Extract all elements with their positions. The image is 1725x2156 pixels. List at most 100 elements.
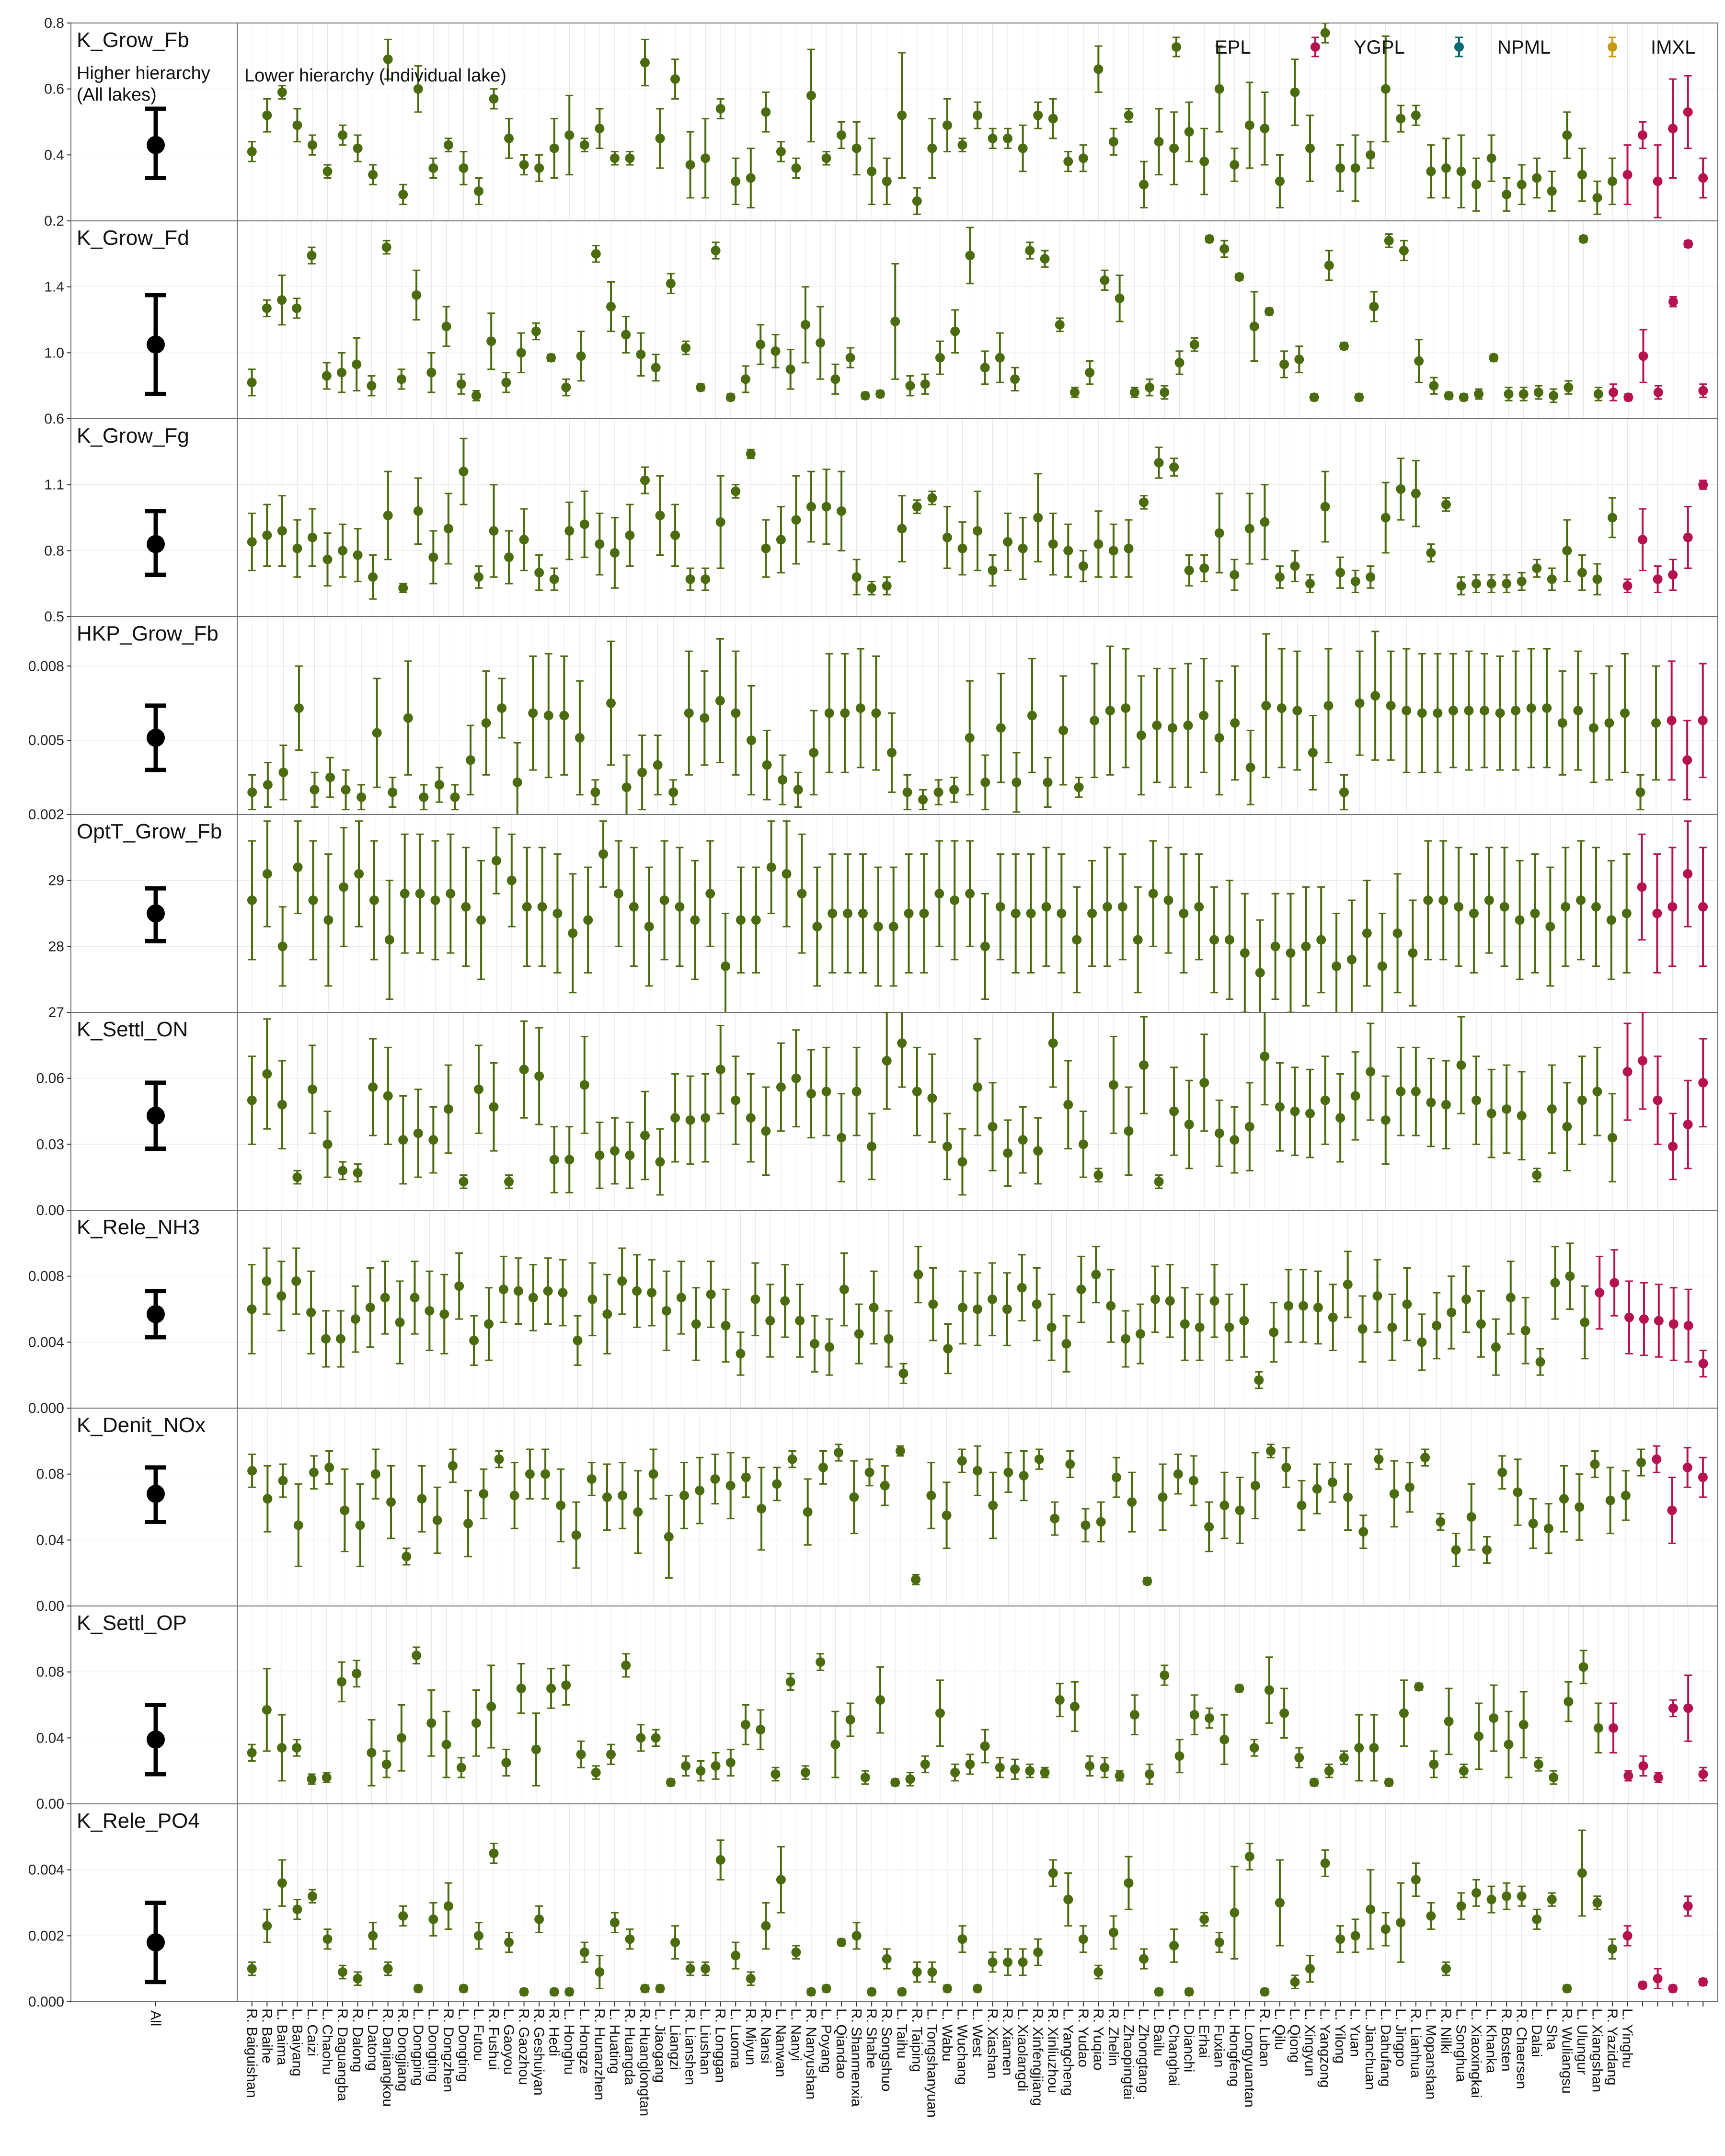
marker xyxy=(1093,1170,1104,1180)
marker xyxy=(1547,186,1557,196)
marker xyxy=(873,922,883,932)
marker xyxy=(1328,1312,1338,1322)
lake-point xyxy=(396,368,406,390)
marker xyxy=(486,336,496,346)
lake-point xyxy=(338,523,348,578)
lake-point xyxy=(1270,893,1280,1000)
lake-point xyxy=(1499,847,1509,967)
lake-point xyxy=(633,1470,643,1554)
marker xyxy=(1683,869,1693,879)
marker xyxy=(1269,1327,1279,1337)
marker xyxy=(757,1503,767,1514)
marker xyxy=(659,895,669,905)
marker xyxy=(1324,260,1334,270)
lake-point xyxy=(1224,880,1234,1000)
marker xyxy=(1698,480,1708,490)
marker xyxy=(1214,84,1224,94)
marker xyxy=(591,249,601,259)
marker xyxy=(965,889,975,899)
lake-point xyxy=(432,1486,442,1554)
marker xyxy=(1607,176,1617,186)
marker xyxy=(1374,1454,1384,1464)
marker xyxy=(419,792,429,802)
lake-point xyxy=(791,475,801,565)
lake-point xyxy=(741,1456,751,1498)
lake-point xyxy=(1653,385,1663,400)
marker xyxy=(336,367,346,378)
lake-point xyxy=(756,324,766,365)
lake-point xyxy=(1432,1292,1442,1360)
lake-point xyxy=(522,847,532,967)
lake-point xyxy=(1269,1302,1279,1363)
lake-point xyxy=(372,677,382,788)
lake-point xyxy=(501,372,511,393)
lake-point xyxy=(415,833,425,954)
marker xyxy=(655,133,665,143)
lake-point xyxy=(765,1284,775,1358)
lake-point xyxy=(721,1288,731,1363)
marker xyxy=(1636,1457,1646,1468)
marker xyxy=(761,543,771,553)
marker xyxy=(696,382,706,392)
marker xyxy=(355,1520,365,1530)
marker xyxy=(741,374,751,384)
lake-point xyxy=(875,389,886,399)
marker xyxy=(1426,548,1436,558)
panels: 0.20.40.60.8K_Grow_Fb0.61.01.4K_Grow_Fd0… xyxy=(28,15,1718,2010)
lake-point xyxy=(980,893,990,1000)
marker xyxy=(1624,1312,1634,1322)
marker xyxy=(412,1651,422,1661)
lake-point xyxy=(935,340,945,375)
panel-grid xyxy=(71,1606,1718,1804)
lake-point xyxy=(1012,752,1022,813)
lake-point xyxy=(586,1462,597,1496)
y-tick-label: 1.4 xyxy=(44,279,64,295)
marker xyxy=(383,54,393,64)
marker xyxy=(1399,245,1409,255)
marker xyxy=(439,1309,449,1319)
lake-point xyxy=(568,873,578,994)
marker xyxy=(691,1319,701,1329)
marker xyxy=(365,1303,375,1313)
marker xyxy=(1638,351,1648,361)
marker xyxy=(1105,706,1115,716)
lake-point xyxy=(1547,1064,1557,1154)
lake-point xyxy=(701,1073,711,1163)
lake-point xyxy=(504,118,514,159)
lake-point xyxy=(942,506,952,569)
marker xyxy=(583,915,593,925)
lake-point xyxy=(386,1465,396,1539)
lake-point xyxy=(1065,1450,1075,1479)
marker xyxy=(1286,948,1296,958)
marker xyxy=(540,1469,551,1479)
marker xyxy=(307,1084,317,1094)
lake-point xyxy=(1562,519,1572,583)
lake-point xyxy=(1637,833,1647,941)
lake-point xyxy=(864,1458,874,1487)
lake-points xyxy=(247,631,1708,814)
marker xyxy=(797,889,807,899)
marker xyxy=(1061,1339,1071,1349)
lake-point xyxy=(1294,345,1304,374)
lake-point xyxy=(1070,387,1080,398)
lake-point xyxy=(1184,554,1194,587)
marker xyxy=(494,1454,504,1464)
lake-point xyxy=(670,504,680,567)
lake-point xyxy=(636,332,646,377)
lake-point xyxy=(1033,101,1043,129)
marker xyxy=(1517,1111,1527,1121)
marker xyxy=(640,57,650,68)
lake-point xyxy=(321,1310,331,1368)
lake-point xyxy=(1547,171,1557,212)
marker xyxy=(534,163,544,173)
y-tick-label: 27 xyxy=(48,1005,64,1021)
marker xyxy=(602,1309,612,1319)
marker xyxy=(1033,110,1043,120)
marker xyxy=(1472,579,1482,589)
lake-point xyxy=(1402,1267,1412,1342)
lake-point xyxy=(534,154,544,182)
lake-point xyxy=(276,1261,287,1331)
lake-point xyxy=(338,1161,348,1181)
lake-point xyxy=(1354,392,1364,402)
lake-point xyxy=(988,1082,998,1171)
